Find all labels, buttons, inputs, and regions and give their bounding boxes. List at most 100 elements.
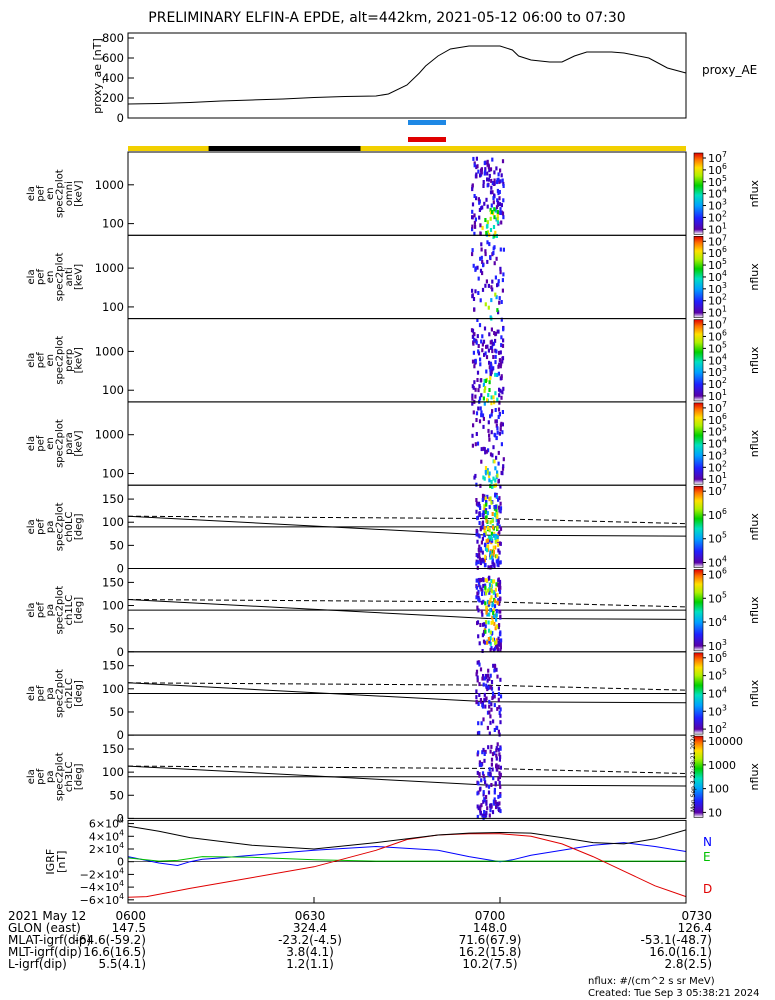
pa-pixel xyxy=(496,600,499,605)
footer-row: 2021 May 12 0600 0630 0700 0730 xyxy=(8,910,768,922)
panel-ylabel-line: spec2plot xyxy=(55,502,66,551)
spec-pixel xyxy=(501,178,504,183)
spec-pixel xyxy=(487,177,490,182)
spec-pixel xyxy=(486,171,489,176)
igrf-ytick-label: 6×104 xyxy=(89,816,124,831)
pa-pixel xyxy=(486,710,490,715)
pa-pixel xyxy=(496,511,499,516)
footer-row-value: 0600 xyxy=(115,909,146,923)
spec-pixel xyxy=(483,388,486,393)
pa-pixel xyxy=(484,620,488,625)
spec-pixel xyxy=(479,483,482,488)
pa-pixel xyxy=(478,544,481,549)
colorbar-tick-label: 107 xyxy=(708,317,727,332)
pa-pixel xyxy=(497,794,500,799)
pa-pixel xyxy=(491,620,494,625)
spec-pixel xyxy=(481,342,484,347)
spec-pixel xyxy=(476,370,480,375)
spec-pixel xyxy=(484,379,487,383)
spec-pixel xyxy=(494,208,497,213)
colorbar-tick-label: 10000 xyxy=(708,735,743,748)
colorbar-tick-label: 107 xyxy=(708,483,727,498)
colorbar-tick-label: 102 xyxy=(708,721,727,736)
pa-pixel xyxy=(475,509,478,514)
panel-ytick-label: 0 xyxy=(117,562,124,576)
pa-pixel xyxy=(476,791,479,796)
pa-pixel xyxy=(476,731,480,736)
igrf-ytick-label: −6×104 xyxy=(80,892,124,907)
pa-pixel xyxy=(494,536,497,540)
spec-pixel xyxy=(499,423,502,428)
colorbar-tick-label: 103 xyxy=(708,638,727,653)
panel-ylabel-line: spec2plot xyxy=(55,669,66,718)
spec-pixel xyxy=(472,341,475,346)
pa-pixel xyxy=(483,698,486,703)
pa-pixel xyxy=(499,746,502,751)
colorbar-tick-label: 104 xyxy=(708,614,727,629)
spec-pixel xyxy=(490,178,493,183)
pa-pixel xyxy=(496,525,499,530)
pa-pixel xyxy=(487,637,490,641)
colorbar-label: nflux xyxy=(748,179,761,207)
spec-pixel xyxy=(488,173,491,178)
pa-pixel xyxy=(486,599,490,604)
spec-pixel xyxy=(500,335,503,340)
pa-pixel xyxy=(479,623,482,627)
spec-pixel xyxy=(495,295,498,300)
pa-pixel xyxy=(488,600,491,605)
pa-pixel xyxy=(488,575,491,580)
pa-pixel xyxy=(481,536,484,541)
igrf-ytick-label: 2×104 xyxy=(89,841,124,856)
spec-pixel xyxy=(480,247,483,252)
pa-pixel xyxy=(499,526,503,531)
pa-pixel xyxy=(480,778,483,783)
spec-pixel xyxy=(471,401,474,406)
pa-pixel xyxy=(497,582,500,587)
pa-pixel xyxy=(482,799,485,804)
pa-pixel xyxy=(499,501,502,506)
pa-pixel xyxy=(492,553,495,558)
colorbar-tick-label: 103 xyxy=(708,703,727,718)
pa-pixel xyxy=(481,703,484,708)
pa-pixel xyxy=(481,750,484,755)
spec-pixel xyxy=(485,279,488,284)
spec-pixel xyxy=(479,362,482,367)
spec-pixel xyxy=(486,240,489,245)
pa-pixel xyxy=(483,629,486,634)
spec-pixel xyxy=(488,471,491,476)
pa-pixel xyxy=(496,726,499,730)
igrf-ytick-label: −4×104 xyxy=(80,879,124,894)
spec-pixel xyxy=(473,163,476,168)
pa-pixel xyxy=(494,641,497,646)
spec-pixel xyxy=(483,201,486,206)
panel-ytick-label: 100 xyxy=(102,682,124,696)
spec-pixel xyxy=(491,157,494,162)
plot-title: PRELIMINARY ELFIN-A EPDE, alt=442km, 202… xyxy=(148,10,625,26)
pa-pixel xyxy=(478,772,481,777)
spec-pixel xyxy=(471,443,474,448)
pa-pixel xyxy=(482,639,486,644)
pa-pixel xyxy=(478,693,481,697)
pa-pixel xyxy=(483,526,486,530)
footer-row-value: 3.8(4.1) xyxy=(286,945,334,959)
spec-pixel xyxy=(490,412,493,417)
spec-pixel xyxy=(481,348,484,353)
spec-pixel xyxy=(491,453,494,458)
spec-pixel xyxy=(500,442,503,447)
colorbar xyxy=(693,485,704,568)
pa-pixel xyxy=(491,555,494,560)
pa-pixel xyxy=(485,799,488,804)
spec-pixel xyxy=(499,270,502,275)
pa-pixel xyxy=(494,504,497,509)
spec-pixel xyxy=(500,317,503,322)
spec-pixel xyxy=(490,401,493,406)
pa-pixel xyxy=(496,554,499,559)
panel-ylabel-line: spec2plot xyxy=(55,336,66,385)
footer-row-value: 324.4 xyxy=(292,921,328,935)
spec-pixel xyxy=(476,265,479,270)
pa-pixel xyxy=(478,760,481,765)
spec-pixel xyxy=(474,473,477,478)
pa-pixel xyxy=(493,668,496,673)
pa-pixel xyxy=(496,538,499,543)
pa-pixel xyxy=(485,795,488,799)
